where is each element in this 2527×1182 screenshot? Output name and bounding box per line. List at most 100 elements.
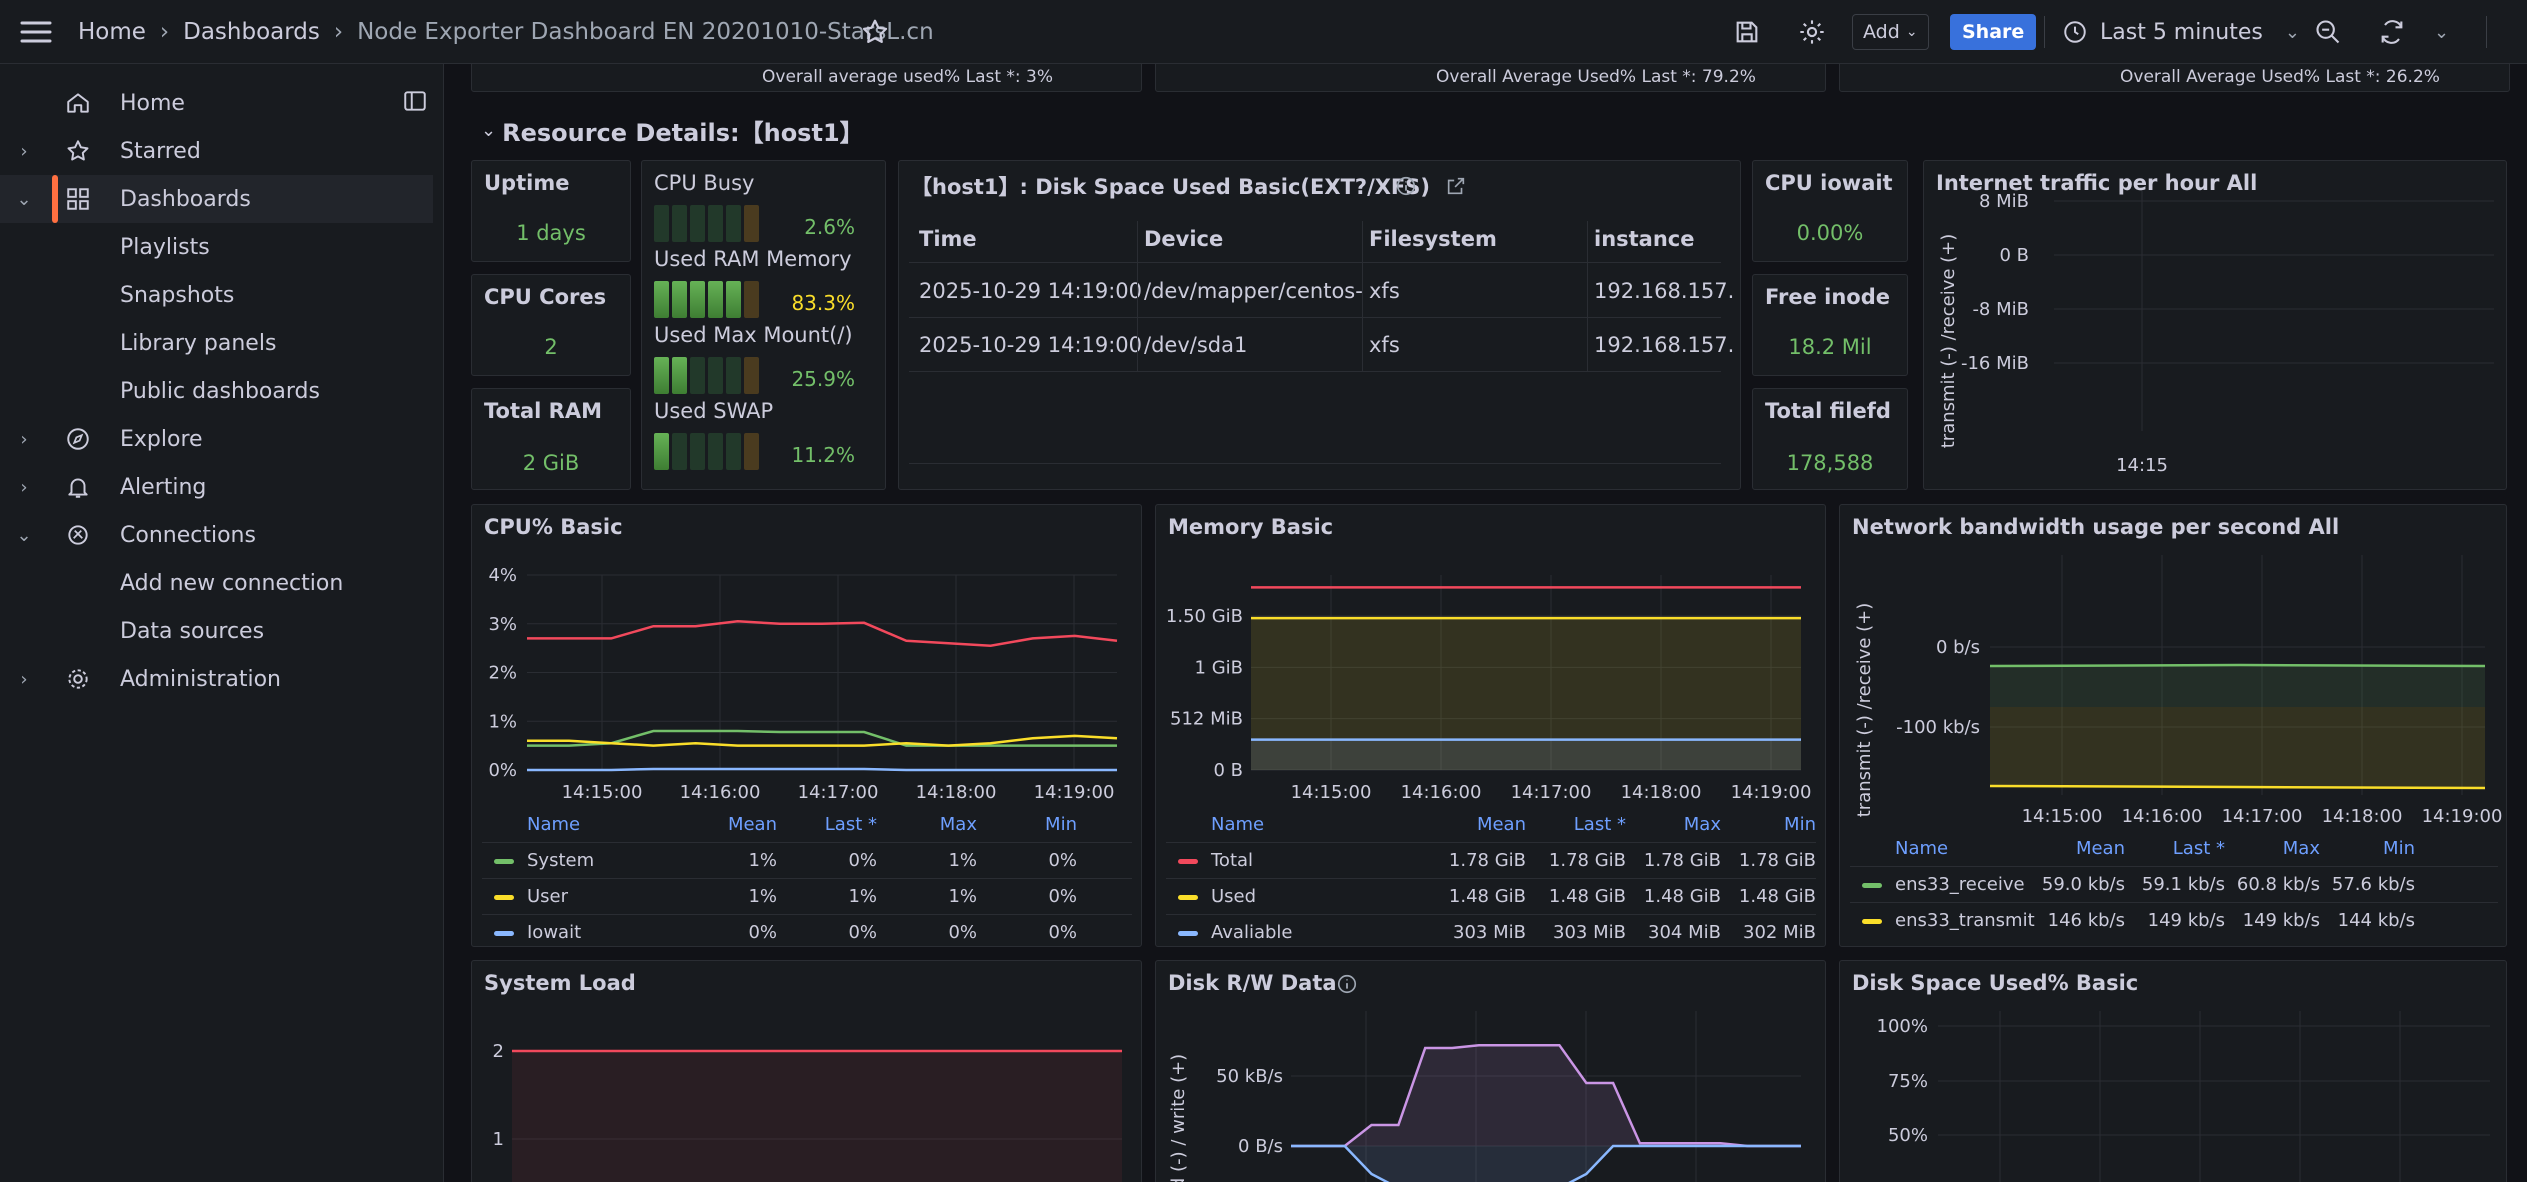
stat-value: 2 bbox=[544, 335, 558, 359]
series-area bbox=[1291, 1146, 1801, 1182]
legend-value: 302 MiB bbox=[1743, 922, 1816, 943]
stat-panel-total-filefd[interactable]: Total filefd 178,588 bbox=[1752, 388, 1908, 490]
x-tick-label: 14:15:00 bbox=[1291, 782, 1372, 803]
legend-series-name[interactable]: Avaliable bbox=[1211, 922, 1293, 943]
table-header[interactable]: Time bbox=[919, 227, 977, 251]
active-indicator bbox=[52, 175, 58, 223]
chevron-down-icon[interactable]: ⌄ bbox=[16, 524, 32, 546]
sidebar-item-starred[interactable]: › Starred bbox=[0, 127, 433, 175]
star-icon[interactable] bbox=[860, 0, 890, 64]
network-bandwidth-panel[interactable]: Network bandwidth usage per second All 0… bbox=[1839, 504, 2507, 947]
menu-icon[interactable] bbox=[18, 0, 54, 64]
legend-value: 149 kb/s bbox=[2242, 910, 2320, 931]
table-cell: /dev/mapper/centos- bbox=[1144, 279, 1363, 303]
refresh-icon[interactable] bbox=[2378, 0, 2406, 64]
legend-header[interactable]: Max bbox=[1683, 814, 1721, 835]
sidebar-item-alerting[interactable]: › Alerting bbox=[0, 463, 433, 511]
external-link-icon[interactable] bbox=[1445, 175, 1467, 201]
legend-header[interactable]: Max bbox=[2282, 838, 2320, 859]
internet-traffic-panel[interactable]: Internet traffic per hour All 8 MiB 0 B -8… bbox=[1923, 160, 2507, 490]
legend-swatch bbox=[1862, 883, 1882, 888]
sidebar-item-home[interactable]: Home bbox=[0, 79, 433, 127]
legend-header[interactable]: Mean bbox=[727, 814, 777, 835]
dock-menu-icon[interactable] bbox=[402, 88, 428, 118]
panel-title: Free inode bbox=[1765, 285, 1891, 309]
sidebar-item-add-new-connection[interactable]: Add new connection bbox=[0, 559, 433, 607]
legend-value: 59.1 kb/s bbox=[2141, 874, 2225, 895]
row-header[interactable]: ⌄ Resource Details:【host1】 bbox=[481, 113, 864, 148]
dashboards-grid-icon bbox=[62, 183, 94, 215]
sidebar-item-public-dashboards[interactable]: Public dashboards bbox=[0, 367, 433, 415]
stat-panel-free-inodes[interactable]: Free inode 18.2 Mil bbox=[1752, 274, 1908, 376]
legend-series-name[interactable]: Used bbox=[1211, 886, 1257, 907]
sidebar-item-snapshots[interactable]: Snapshots bbox=[0, 271, 433, 319]
legend-value: 304 MiB bbox=[1648, 922, 1721, 943]
gear-icon[interactable] bbox=[1798, 0, 1826, 64]
legend-header[interactable]: Last * bbox=[1573, 814, 1626, 835]
memory-basic-panel[interactable]: Memory Basic 1.50 GiB 1 GiB 512 MiB 0 B 14:1… bbox=[1155, 504, 1826, 947]
x-tick-label: 14:18:00 bbox=[2322, 806, 2403, 827]
stat-panel-total-ram[interactable]: Total RAM 2 GiB bbox=[471, 388, 631, 490]
series-line bbox=[527, 767, 1117, 772]
disk-space-used-panel[interactable]: Disk Space Used% Basic 100% 75% 50% bbox=[1839, 960, 2507, 1182]
time-range-label: Last 5 minutes bbox=[2100, 19, 2263, 45]
refresh-interval-chevron-icon[interactable]: ⌄ bbox=[2434, 21, 2450, 43]
legend-header[interactable]: Last * bbox=[824, 814, 877, 835]
table-header[interactable]: instance bbox=[1594, 227, 1695, 251]
legend-series-name[interactable]: User bbox=[527, 886, 569, 907]
legend-header[interactable]: Max bbox=[939, 814, 977, 835]
legend-header[interactable]: Mean bbox=[2075, 838, 2125, 859]
table-header[interactable]: Device bbox=[1144, 227, 1224, 251]
legend-header[interactable]: Last * bbox=[2172, 838, 2225, 859]
legend-header[interactable]: Name bbox=[527, 814, 581, 835]
sidebar-item-connections[interactable]: ⌄ Connections bbox=[0, 511, 433, 559]
chevron-right-icon[interactable]: › bbox=[20, 668, 28, 690]
disk-rw-panel[interactable]: Disk R/W Data 50 kB/s 0 B/s read (-) / wri… bbox=[1155, 960, 1826, 1182]
sidebar-item-explore[interactable]: › Explore bbox=[0, 415, 433, 463]
stat-panel-cpu-cores[interactable]: CPU Cores 2 bbox=[471, 274, 631, 376]
sidebar-item-label: Administration bbox=[120, 666, 281, 692]
legend-series-name[interactable]: ens33_transmit bbox=[1895, 910, 2035, 931]
legend-series-name[interactable]: ens33_receive bbox=[1895, 874, 2025, 895]
stat-value: 178,588 bbox=[1786, 451, 1874, 475]
sidebar-item-library-panels[interactable]: Library panels bbox=[0, 319, 433, 367]
legend-header[interactable]: Name bbox=[1211, 814, 1265, 835]
legend-series-name[interactable]: Iowait bbox=[527, 922, 582, 943]
sidebar-item-playlists[interactable]: Playlists bbox=[0, 223, 433, 271]
zoom-out-icon[interactable] bbox=[2314, 0, 2342, 64]
share-button[interactable]: Share bbox=[1950, 14, 2037, 50]
breadcrumb-dashboards[interactable]: Dashboards bbox=[183, 19, 320, 45]
time-picker[interactable]: Last 5 minutes ⌄ bbox=[2062, 0, 2300, 64]
gauge-value: 25.9% bbox=[791, 367, 855, 391]
add-button[interactable]: Add ⌄ bbox=[1852, 14, 1929, 50]
panel-title: Total RAM bbox=[484, 399, 603, 423]
gauge-cell bbox=[744, 205, 759, 242]
cpu-basic-panel[interactable]: CPU% Basic 4% 3% 2% 1% 0% 14:15:00 14:16:00 14:… bbox=[471, 504, 1142, 947]
save-icon[interactable] bbox=[1733, 0, 1761, 64]
chevron-right-icon[interactable]: › bbox=[20, 476, 28, 498]
sidebar-item-data-sources[interactable]: Data sources bbox=[0, 607, 433, 655]
chevron-right-icon[interactable]: › bbox=[20, 428, 28, 450]
breadcrumb-home[interactable]: Home bbox=[78, 19, 146, 45]
bar-gauge-panel[interactable]: CPU Busy 2.6% Used RAM Memory 83.3% Used Max… bbox=[641, 160, 886, 490]
info-icon[interactable] bbox=[1395, 175, 1417, 201]
legend-value: 146 kb/s bbox=[2047, 910, 2125, 931]
legend-series-name[interactable]: Total bbox=[1211, 850, 1254, 871]
legend-header[interactable]: Min bbox=[2383, 838, 2415, 859]
legend-header[interactable]: Mean bbox=[1476, 814, 1526, 835]
chevron-right-icon[interactable]: › bbox=[20, 140, 28, 162]
legend-value: 0% bbox=[1048, 850, 1077, 871]
stat-panel-cpu-iowait[interactable]: CPU iowait 0.00% bbox=[1752, 160, 1908, 262]
sidebar-item-administration[interactable]: › Administration bbox=[0, 655, 433, 703]
legend-series-name[interactable]: System bbox=[527, 850, 595, 871]
legend-header[interactable]: Name bbox=[1895, 838, 1949, 859]
legend-header[interactable]: Min bbox=[1045, 814, 1077, 835]
disk-space-table-panel[interactable]: 【host1】: Disk Space Used Basic(EXT?/XFS)… bbox=[898, 160, 1741, 490]
table-header[interactable]: Filesystem bbox=[1369, 227, 1497, 251]
info-icon[interactable] bbox=[1336, 973, 1358, 999]
sidebar-item-dashboards[interactable]: ⌄ Dashboards bbox=[0, 175, 433, 223]
chevron-down-icon[interactable]: ⌄ bbox=[16, 188, 32, 210]
stat-panel-uptime[interactable]: Uptime 1 days bbox=[471, 160, 631, 262]
legend-header[interactable]: Min bbox=[1784, 814, 1816, 835]
